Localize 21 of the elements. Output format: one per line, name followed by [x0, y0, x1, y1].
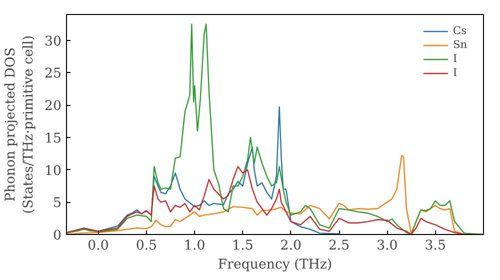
x-tick-label: 1.0	[184, 238, 206, 254]
y-tick-label: 5	[53, 196, 62, 212]
y-tick-label: 15	[44, 131, 62, 146]
x-tick-label: 3.5	[424, 238, 446, 254]
x-tick-label: 2.0	[280, 238, 302, 254]
legend-label: Sn	[453, 38, 468, 51]
x-tick-label: 2.5	[328, 238, 350, 254]
y-tick-label: 30	[44, 34, 62, 50]
x-tick-label: 0.5	[136, 238, 158, 254]
y-tick-label: 0	[53, 228, 62, 244]
legend-label: Cs	[453, 24, 468, 37]
legend-label: I	[453, 52, 458, 65]
x-axis-title: Frequency (THz)	[218, 258, 332, 272]
x-tick-label: 3.0	[376, 238, 398, 254]
y-tick-label: 25	[44, 66, 62, 82]
x-tick-label: 0.0	[88, 238, 109, 254]
y-tick-label: 20	[44, 99, 62, 114]
y-tick-label: 10	[44, 164, 62, 179]
legend-label: I	[453, 66, 458, 79]
y-axis-title: Phonon projected DOS (States/THz·primitive cell)	[4, 35, 37, 214]
x-tick-label: 1.5	[232, 238, 254, 254]
